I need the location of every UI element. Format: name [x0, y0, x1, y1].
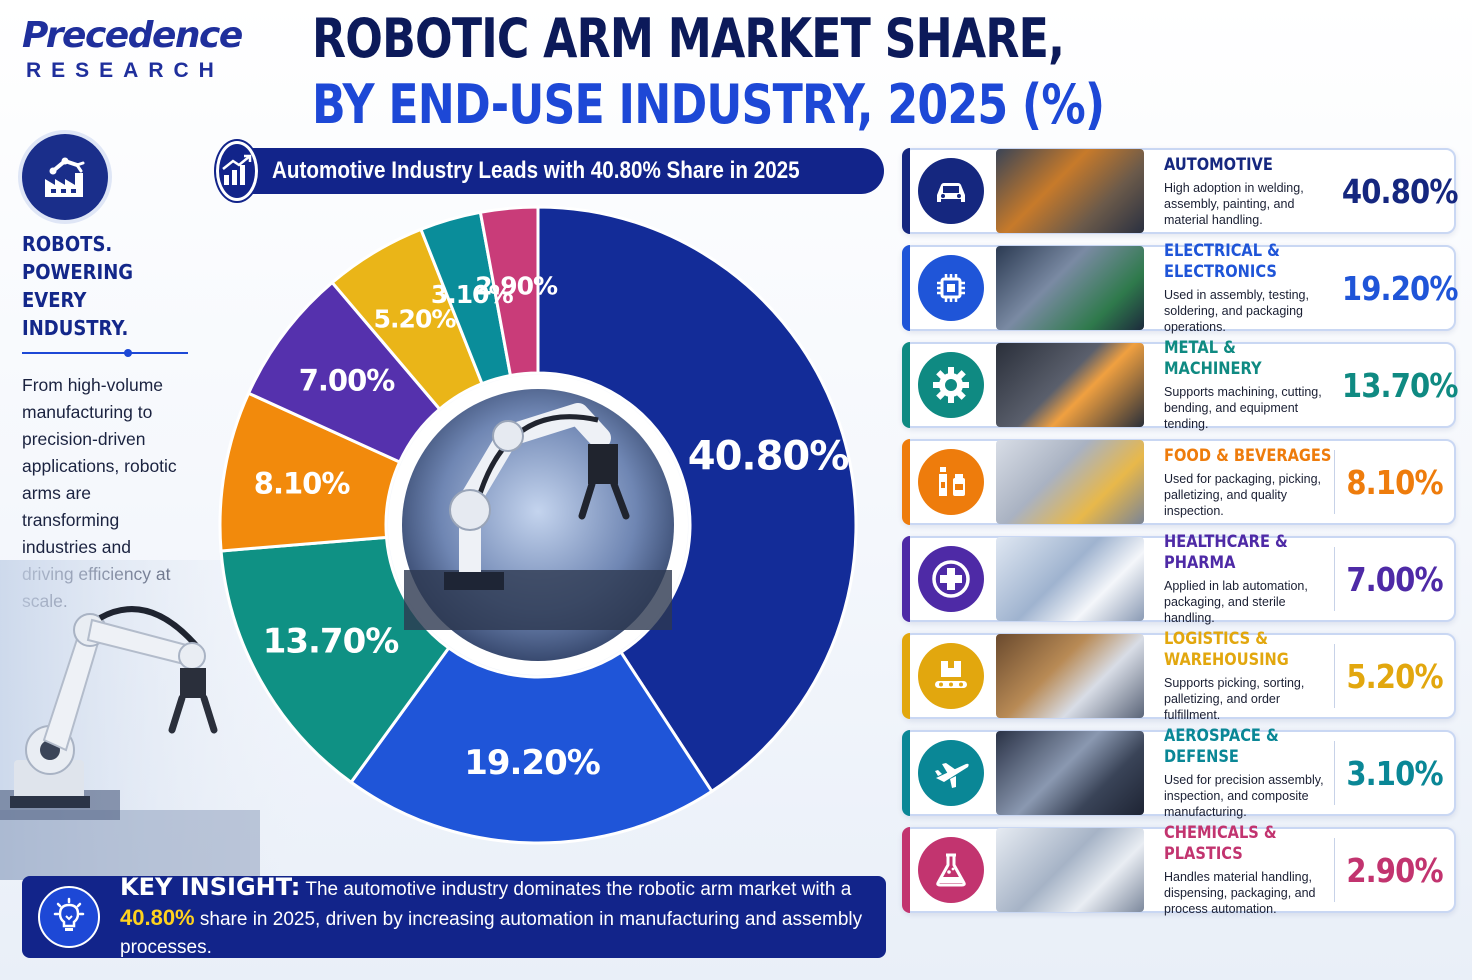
highlight-banner: Automotive Industry Leads with 40.80% Sh…	[216, 141, 884, 201]
medical-cross-icon	[918, 546, 984, 612]
card-accent-bar	[902, 439, 910, 525]
slice-label: 13.70%	[263, 622, 399, 662]
card-accent-bar	[902, 536, 910, 622]
card-photo	[996, 731, 1144, 815]
industry-share-value: 19.20%	[1341, 268, 1459, 308]
card-accent-bar	[902, 342, 910, 428]
card-photo	[996, 537, 1144, 621]
card-divider	[1334, 547, 1335, 611]
conveyor-box-icon	[918, 643, 984, 709]
brand-sub: RESEARCH	[26, 59, 224, 82]
card-accent-bar	[902, 827, 910, 913]
gear-icon	[918, 352, 984, 418]
card-photo	[996, 440, 1144, 524]
center-robot-photo	[402, 389, 674, 661]
bottles-icon	[918, 449, 984, 515]
industry-name: METAL & MACHINERY	[1164, 338, 1262, 379]
title-line-1: ROBOTIC ARM MARKET SHARE,	[312, 7, 1065, 70]
slice-label: 2.90%	[475, 271, 558, 300]
lightbulb-icon	[38, 886, 100, 948]
car-icon	[918, 158, 984, 224]
industry-description: Used in assembly, testing, soldering, an…	[1164, 288, 1309, 334]
industry-card: AEROSPACE & DEFENSE Used for precision a…	[902, 726, 1456, 819]
card-divider	[1334, 741, 1335, 805]
title-line-2: BY END-USE INDUSTRY, 2025 (%)	[312, 73, 1105, 136]
slice-label: 7.00%	[299, 363, 396, 397]
industry-card: LOGISTICS & WAREHOUSING Supports picking…	[902, 629, 1456, 722]
slice-label: 8.10%	[254, 467, 351, 501]
left-column: ROBOTS. POWERING EVERY INDUSTRY. From hi…	[22, 134, 202, 615]
card-photo	[996, 634, 1144, 718]
industry-description: Used for precision assembly, inspection,…	[1164, 773, 1324, 819]
card-accent-bar	[902, 148, 910, 234]
industry-description: Applied in lab automation, packaging, an…	[1164, 579, 1308, 625]
card-divider	[1334, 644, 1335, 708]
industry-name: AEROSPACE & DEFENSE	[1164, 726, 1279, 767]
slice-label: 5.20%	[374, 305, 457, 334]
card-photo	[996, 343, 1144, 427]
left-heading: ROBOTS. POWERING EVERY INDUSTRY.	[22, 232, 134, 340]
key-insight-pre: The automotive industry dominates the ro…	[300, 878, 852, 900]
growth-chart-icon	[216, 141, 258, 201]
robot-arm-illustration	[0, 560, 320, 880]
industry-description: Handles material handling, dispensing, p…	[1164, 870, 1316, 916]
key-insight-text: KEY INSIGHT: The automotive industry dom…	[120, 873, 880, 962]
industry-card: ELECTRICAL & ELECTRONICS Used in assembl…	[902, 241, 1459, 334]
card-photo	[996, 246, 1144, 330]
card-divider	[1334, 450, 1335, 514]
industry-description: High adoption in welding, assembly, pain…	[1164, 180, 1304, 227]
donut-slice	[478, 205, 540, 378]
industry-name: LOGISTICS & WAREHOUSING	[1164, 629, 1289, 670]
left-divider	[22, 349, 188, 357]
brand-name: Precedence	[22, 15, 243, 56]
industry-share-value: 7.00%	[1346, 559, 1443, 599]
card-accent-bar	[902, 730, 910, 816]
banner-text: Automotive Industry Leads with 40.80% Sh…	[272, 157, 800, 184]
key-insight-highlight: 40.80%	[120, 904, 195, 930]
industry-share-value: 2.90%	[1346, 850, 1443, 890]
industry-share-value: 13.70%	[1341, 365, 1459, 405]
card-accent-bar	[902, 633, 910, 719]
key-insight-label: KEY INSIGHT:	[120, 872, 301, 901]
brand-logo: Precedence RESEARCH	[22, 14, 252, 94]
page-title: ROBOTIC ARM MARKET SHARE, BY END-USE IND…	[312, 6, 1212, 138]
industry-share-value: 40.80%	[1341, 171, 1459, 211]
industry-share-value: 5.20%	[1346, 656, 1443, 696]
industry-share-value: 3.10%	[1346, 753, 1443, 793]
industry-card: FOOD & BEVERAGES Used for packaging, pic…	[902, 439, 1456, 525]
flask-icon	[918, 837, 984, 903]
airplane-icon	[918, 740, 984, 806]
card-photo	[996, 149, 1144, 233]
industry-name: AUTOMOTIVE	[1164, 154, 1273, 175]
robot-factory-icon	[22, 134, 108, 220]
slice-label: 3.10%	[431, 280, 514, 309]
donut-slice	[536, 205, 858, 794]
slice-label: 40.80%	[688, 434, 849, 480]
industry-card: HEALTHCARE & PHARMA Applied in lab autom…	[902, 532, 1456, 625]
card-accent-bar	[902, 245, 910, 331]
slice-label: 19.20%	[464, 743, 600, 783]
chip-icon	[918, 255, 984, 321]
industry-card-list: AUTOMOTIVE High adoption in welding, ass…	[902, 148, 1459, 924]
industry-card: METAL & MACHINERY Supports machining, cu…	[902, 338, 1459, 431]
industry-description: Supports picking, sorting, palletizing, …	[1164, 676, 1305, 722]
card-photo	[996, 828, 1144, 912]
industry-share-value: 8.10%	[1346, 462, 1443, 502]
key-insight-box: KEY INSIGHT: The automotive industry dom…	[22, 873, 886, 958]
key-insight-post: share in 2025, driven by increasing auto…	[120, 908, 863, 958]
industry-name: HEALTHCARE & PHARMA	[1164, 532, 1288, 573]
industry-description: Supports machining, cutting, bending, an…	[1164, 385, 1322, 431]
industry-name: FOOD & BEVERAGES	[1164, 445, 1332, 466]
market-share-donut-chart: 40.80% 19.20% 13.70% 8.10% 7.00% 5.20%3.10%2.…	[218, 205, 858, 845]
card-divider	[1334, 838, 1335, 902]
industry-description: Used for packaging, picking, palletizing…	[1164, 471, 1322, 518]
industry-name: ELECTRICAL & ELECTRONICS	[1164, 241, 1280, 282]
donut-slice	[348, 645, 714, 845]
industry-name: CHEMICALS & PLASTICS	[1164, 823, 1277, 864]
industry-card: CHEMICALS & PLASTICS Handles material ha…	[902, 823, 1456, 916]
industry-card: AUTOMOTIVE High adoption in welding, ass…	[902, 148, 1459, 234]
